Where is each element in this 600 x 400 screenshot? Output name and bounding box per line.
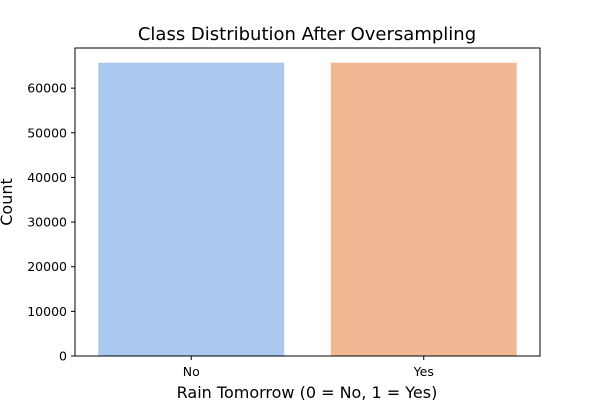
y-tick-label: 60000 [27,81,67,96]
y-tick-label: 20000 [27,259,67,274]
x-tick-label: Yes [413,364,434,379]
y-tick-label: 0 [59,349,67,364]
chart-title: Class Distribution After Oversampling [138,24,476,45]
plot-frame [74,47,541,357]
bar-yes [330,62,517,356]
x-axis-label: Rain Tomorrow (0 = No, 1 = Yes) [177,383,438,400]
x-axis: No Yes [183,356,434,379]
y-axis: 0 10000 20000 30000 40000 50000 60000 [27,81,75,364]
y-axis-label: Count [0,178,16,226]
y-tick-label: 50000 [27,125,67,140]
y-tick-label: 30000 [27,215,67,230]
bar-no [98,62,285,356]
x-tick-label: No [183,364,200,379]
bars-group [98,62,517,356]
y-tick-label: 40000 [27,170,67,185]
y-tick-label: 10000 [27,304,67,319]
